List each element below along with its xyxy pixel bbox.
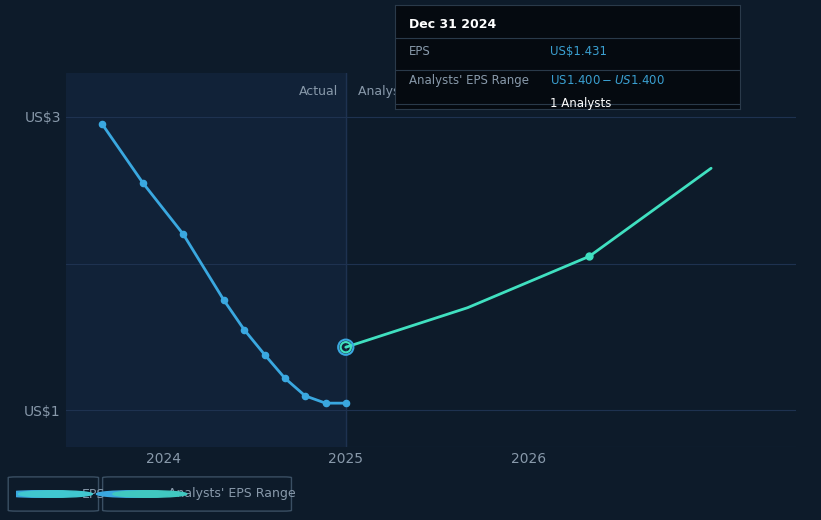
Text: US$1.400 - US$1.400: US$1.400 - US$1.400 [550, 74, 665, 87]
Bar [66, 73, 346, 447]
Point [177, 230, 190, 239]
Text: 1 Analysts: 1 Analysts [550, 97, 612, 110]
Circle shape [2, 491, 76, 497]
Text: Analysts Forecasts: Analysts Forecasts [358, 85, 475, 98]
Text: US$1.431: US$1.431 [550, 45, 607, 58]
Text: Dec 31 2024: Dec 31 2024 [409, 18, 496, 31]
Text: EPS: EPS [409, 45, 430, 58]
Circle shape [19, 491, 92, 497]
Point [136, 179, 149, 187]
FancyBboxPatch shape [8, 477, 99, 511]
Point [237, 326, 250, 334]
Point [339, 343, 352, 352]
Point [339, 399, 352, 407]
Circle shape [97, 491, 171, 497]
FancyBboxPatch shape [103, 477, 291, 511]
Point [96, 120, 108, 128]
Point [583, 252, 596, 261]
Circle shape [113, 491, 187, 497]
Text: Analysts' EPS Range: Analysts' EPS Range [168, 488, 296, 500]
Point [319, 399, 333, 407]
Point [218, 296, 231, 305]
Point [339, 343, 352, 352]
Point [299, 392, 312, 400]
Text: EPS: EPS [82, 488, 105, 500]
Text: Actual: Actual [299, 85, 338, 98]
Point [258, 350, 271, 359]
Text: Analysts' EPS Range: Analysts' EPS Range [409, 74, 529, 87]
Point [278, 374, 291, 382]
